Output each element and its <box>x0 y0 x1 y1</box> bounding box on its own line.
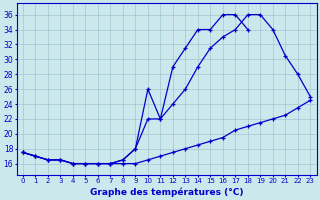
X-axis label: Graphe des températures (°C): Graphe des températures (°C) <box>90 187 244 197</box>
